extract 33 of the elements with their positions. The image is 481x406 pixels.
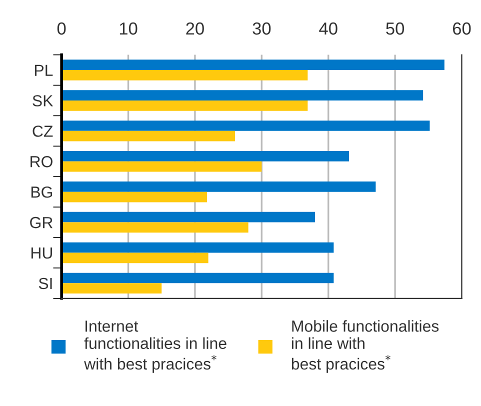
x-tick-label: 50 bbox=[386, 22, 404, 35]
legend-label: Internet functionalities in line with best pracices$^{*}$ bbox=[84, 320, 226, 373]
bar bbox=[62, 283, 162, 294]
x-tick-label: 20 bbox=[186, 22, 204, 35]
bar bbox=[62, 272, 334, 284]
bar bbox=[62, 70, 308, 80]
bar bbox=[62, 120, 430, 131]
y-tick-label: SK bbox=[32, 95, 54, 106]
x-tick-label: 10 bbox=[120, 22, 138, 35]
bar bbox=[62, 252, 208, 264]
y-tick-label: BG bbox=[31, 186, 52, 198]
legend-label: Mobile functionalities in line with best pracices$^{*}$ bbox=[292, 320, 439, 373]
bar bbox=[62, 161, 262, 172]
y-tick-label: HU bbox=[31, 248, 52, 259]
bar bbox=[62, 60, 444, 70]
bar bbox=[62, 90, 424, 100]
y-tick-label: GR bbox=[30, 216, 52, 228]
bar bbox=[62, 100, 308, 111]
bar bbox=[62, 151, 350, 162]
bar bbox=[62, 192, 207, 202]
x-tick-label: 30 bbox=[252, 22, 271, 35]
x-tick-label: 0 bbox=[57, 22, 66, 35]
bar bbox=[62, 212, 316, 222]
x-tick-label: 60 bbox=[452, 22, 471, 35]
bar bbox=[62, 222, 248, 233]
y-tick-label: RO bbox=[30, 156, 52, 168]
y-tick-label: SI bbox=[38, 278, 52, 290]
y-tick-label: CZ bbox=[32, 126, 53, 137]
bar bbox=[62, 181, 376, 192]
x-tick-label: 40 bbox=[319, 22, 338, 35]
bar bbox=[62, 242, 334, 253]
bar bbox=[62, 130, 235, 142]
y-tick-label: PL bbox=[35, 64, 53, 76]
